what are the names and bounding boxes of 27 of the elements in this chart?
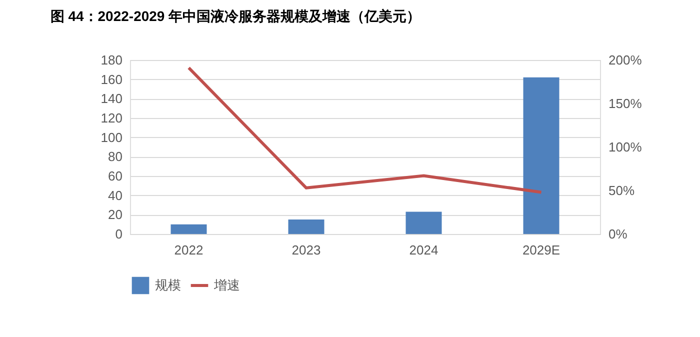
- y2-tick-label: 100%: [608, 140, 642, 154]
- legend-label: 规模: [155, 278, 181, 292]
- y-tick-label: 60: [108, 168, 122, 184]
- y2-tick-label: 50%: [608, 183, 635, 198]
- legend-label: 增速: [213, 278, 240, 292]
- y-tick-label: 20: [108, 207, 122, 222]
- bar: [406, 212, 442, 234]
- y-tick-label: 100: [100, 130, 122, 145]
- y2-tick-label: 150%: [608, 96, 642, 111]
- y-tick-label: 140: [100, 91, 122, 106]
- y-tick-label: 160: [100, 72, 122, 87]
- y2-tick-label: 200%: [608, 52, 642, 68]
- y-tick-label: 120: [100, 110, 122, 126]
- x-tick-label: 2029E: [522, 242, 560, 258]
- bar: [288, 220, 324, 234]
- chart-title: 图 44：2022-2029 年中国液冷服务器规模及增速（亿美元）: [50, 8, 421, 24]
- y2-tick-label: 0%: [608, 226, 628, 242]
- y-tick-label: 80: [108, 149, 122, 164]
- y-tick-label: 180: [100, 52, 122, 68]
- line-series: [187, 66, 543, 194]
- bar: [523, 77, 560, 234]
- y-tick-label: 40: [108, 188, 122, 203]
- x-tick-label: 2023: [292, 242, 321, 258]
- y-tick-label: 0: [115, 226, 122, 242]
- bar: [170, 224, 207, 234]
- x-tick-label: 2022: [174, 242, 204, 258]
- x-tick-label: 2024: [409, 242, 438, 258]
